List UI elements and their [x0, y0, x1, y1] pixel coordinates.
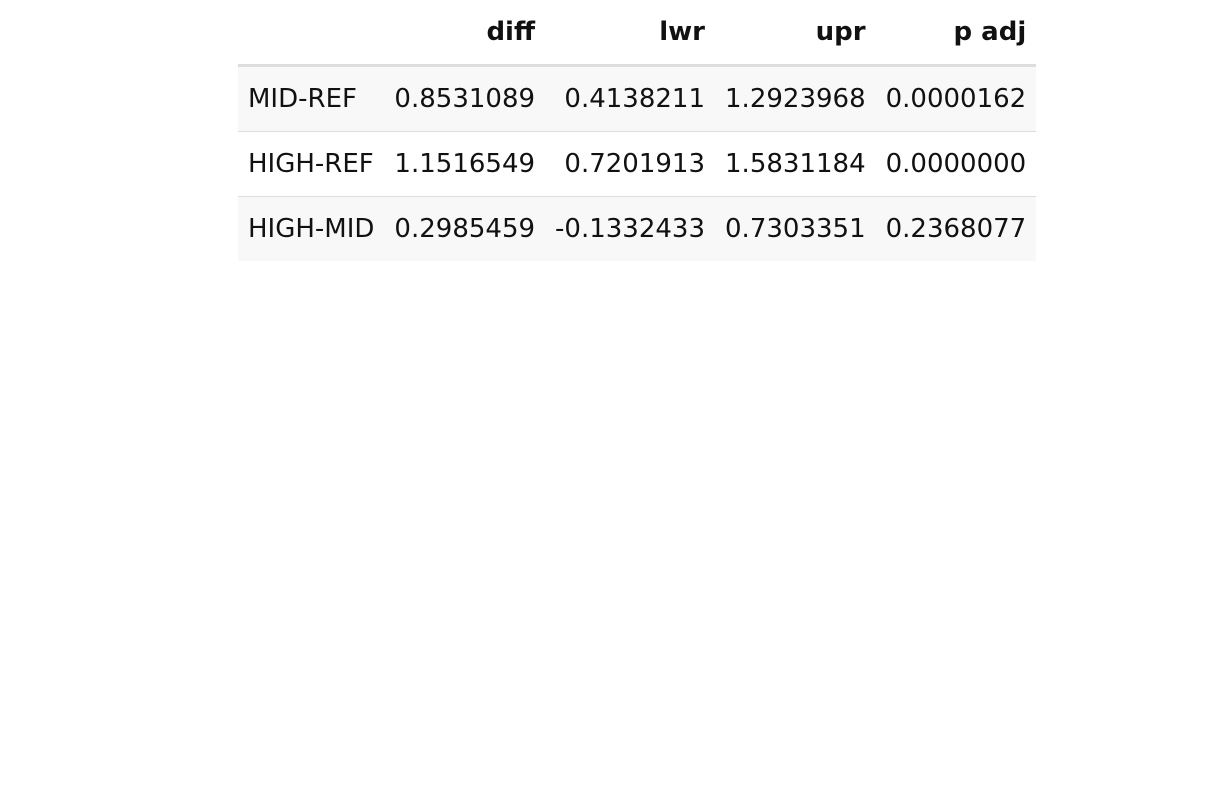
cell-lwr: 0.7201913 — [545, 131, 716, 197]
table-header: diff lwr upr p adj — [238, 0, 1037, 67]
cell-lwr: -0.1332433 — [545, 196, 716, 261]
cell-p-adj: 0.2368077 — [875, 196, 1037, 261]
row-label: MID-REF — [238, 65, 385, 132]
header-rowname — [238, 0, 385, 67]
table-row: MID-REF 0.8531089 0.4138211 1.2923968 0.… — [238, 65, 1037, 132]
header-lwr: lwr — [545, 0, 716, 67]
tukey-results-table-container: diff lwr upr p adj MID-REF 0.8531089 0.4… — [238, 0, 1037, 261]
table-body: MID-REF 0.8531089 0.4138211 1.2923968 0.… — [238, 65, 1037, 261]
cell-diff: 0.2985459 — [384, 196, 546, 261]
cell-diff: 0.8531089 — [384, 65, 546, 132]
cell-upr: 1.2923968 — [715, 65, 876, 132]
row-label: HIGH-MID — [238, 196, 385, 261]
cell-upr: 1.5831184 — [715, 131, 876, 197]
cell-diff: 1.1516549 — [384, 131, 546, 197]
cell-p-adj: 0.0000162 — [875, 65, 1037, 132]
cell-p-adj: 0.0000000 — [875, 131, 1037, 197]
tukey-results-table: diff lwr upr p adj MID-REF 0.8531089 0.4… — [238, 0, 1037, 261]
header-upr: upr — [715, 0, 876, 67]
row-label: HIGH-REF — [238, 131, 385, 197]
cell-upr: 0.7303351 — [715, 196, 876, 261]
cell-lwr: 0.4138211 — [545, 65, 716, 132]
table-row: HIGH-REF 1.1516549 0.7201913 1.5831184 0… — [238, 131, 1037, 197]
header-p-adj: p adj — [875, 0, 1037, 67]
header-row: diff lwr upr p adj — [238, 0, 1037, 67]
header-diff: diff — [384, 0, 546, 67]
table-row: HIGH-MID 0.2985459 -0.1332433 0.7303351 … — [238, 196, 1037, 261]
